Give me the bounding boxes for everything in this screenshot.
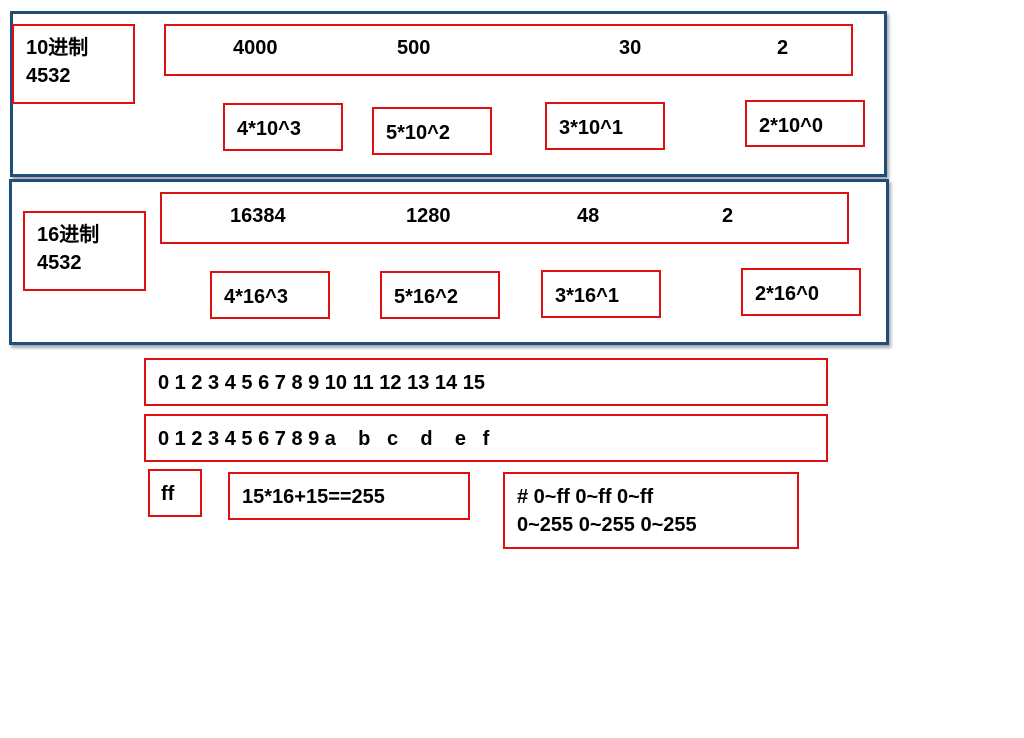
hex-digits: 0 1 2 3 4 5 6 7 8 9 a b c d e f [158,428,490,450]
decimal-title-box: 10进制 4532 [12,24,135,104]
ff-equation: 15*16+15==255 [242,486,385,508]
hex-digits-box: 0 1 2 3 4 5 6 7 8 9 a b c d e f [144,414,828,462]
hex-term: 5*16^2 [394,286,458,308]
color-hex-range: # 0~ff 0~ff 0~ff [517,486,654,508]
hex-term: 3*16^1 [555,285,619,307]
ff-box: ff [148,469,202,517]
color-range-box: # 0~ff 0~ff 0~ff 0~255 0~255 0~255 [503,472,799,549]
decimal-place-value: 2 [777,37,789,59]
decimal-term-box: 2*10^0 [745,100,865,147]
decimal-term: 4*10^3 [237,118,301,140]
color-decimal-range: 0~255 0~255 0~255 [517,514,697,536]
ff-label: ff [161,483,175,505]
hex-place-value: 2 [722,205,734,227]
hex-title-box: 16进制 4532 [23,211,146,291]
decimal-digits-box: 0 1 2 3 4 5 6 7 8 9 10 11 12 13 14 15 [144,358,828,406]
decimal-place-values-box [164,24,853,76]
hex-panel [9,179,889,345]
hex-term-box: 3*16^1 [541,270,661,318]
decimal-term: 5*10^2 [386,122,450,144]
ff-equation-box: 15*16+15==255 [228,472,470,520]
decimal-panel [10,11,887,177]
hex-title: 16进制 [37,224,100,246]
hex-place-value: 48 [577,205,600,227]
hex-term: 2*16^0 [755,283,819,305]
decimal-term-box: 3*10^1 [545,102,665,150]
hex-place-values-box [160,192,849,244]
hex-term-box: 2*16^0 [741,268,861,316]
decimal-digits: 0 1 2 3 4 5 6 7 8 9 10 11 12 13 14 15 [158,372,485,394]
decimal-term: 3*10^1 [559,117,623,139]
decimal-term-box: 5*10^2 [372,107,492,155]
hex-place-value: 1280 [406,205,451,227]
hex-term: 4*16^3 [224,286,288,308]
decimal-term-box: 4*10^3 [223,103,343,151]
decimal-title: 10进制 [26,37,89,59]
decimal-number: 4532 [26,65,71,87]
decimal-place-value: 500 [397,37,431,59]
decimal-place-value: 30 [619,37,642,59]
decimal-term: 2*10^0 [759,115,823,137]
hex-number: 4532 [37,252,82,274]
hex-place-value: 16384 [230,205,286,227]
hex-term-box: 4*16^3 [210,271,330,319]
hex-term-box: 5*16^2 [380,271,500,319]
decimal-place-value: 4000 [233,37,278,59]
